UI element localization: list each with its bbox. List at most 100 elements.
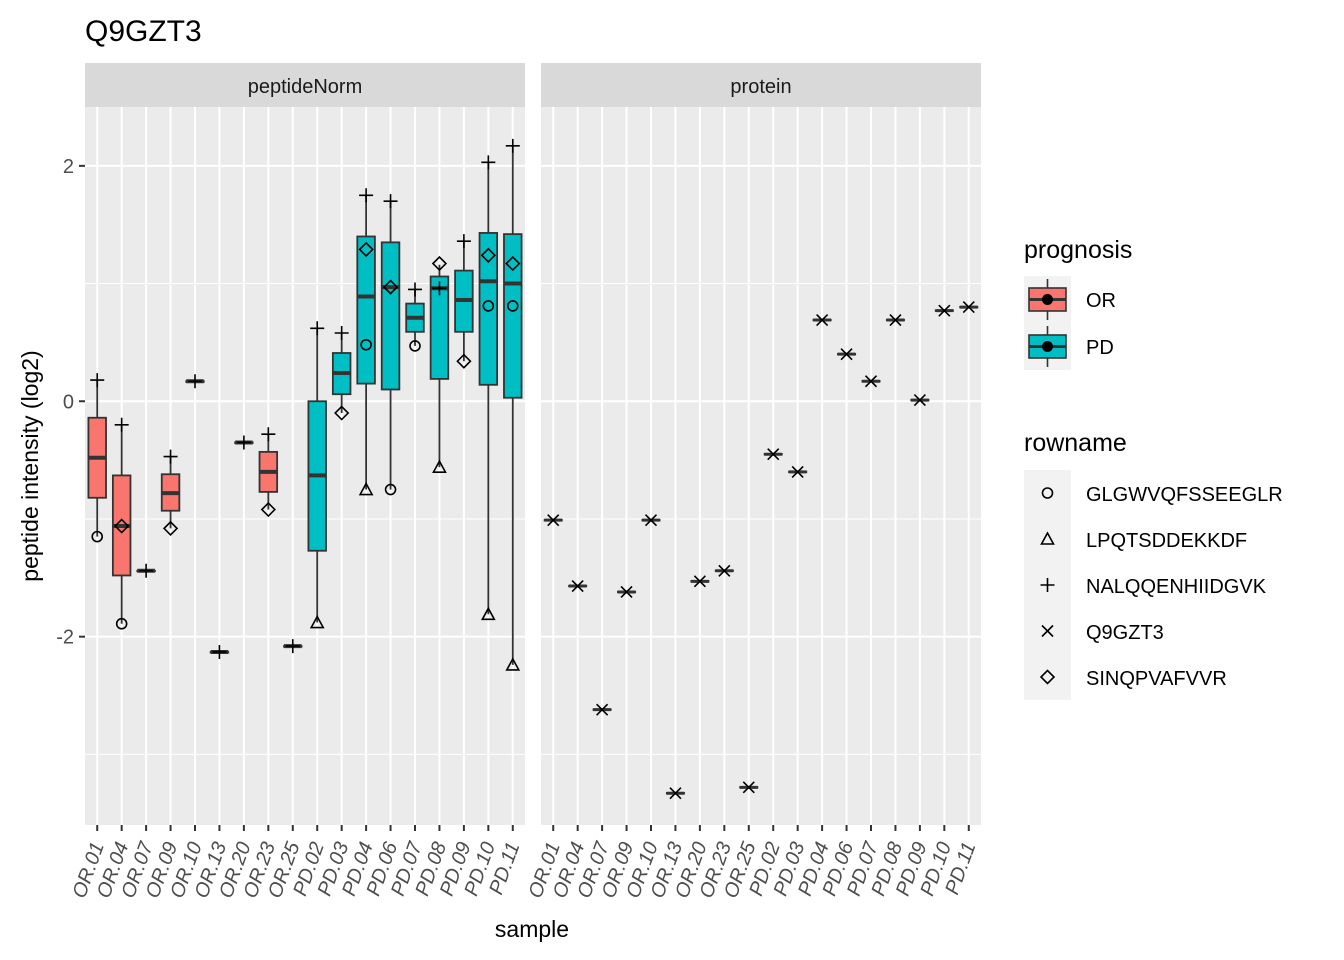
box-OR.01 [87, 380, 107, 537]
legend-rowname-title: rowname [1024, 429, 1127, 457]
data-point [212, 644, 227, 659]
data-point [505, 657, 521, 671]
facet-strip-label: protein [730, 76, 791, 98]
data-point [644, 514, 658, 527]
box-OR.09 [160, 456, 181, 529]
data-point [506, 300, 519, 312]
legend-rowname-item: SINQPVAFVVR [1039, 668, 1227, 690]
facet-strip-label: peptideNorm [248, 76, 363, 98]
data-point [261, 427, 276, 442]
data-point [840, 348, 853, 361]
data-point [90, 373, 105, 388]
data-point [285, 639, 300, 654]
data-point [620, 585, 633, 599]
data-point [358, 481, 374, 496]
data-point [767, 448, 780, 461]
chart-title: Q9GZT3 [85, 15, 202, 48]
data-point [547, 514, 560, 527]
data-point [816, 313, 829, 327]
data-point [384, 483, 397, 496]
panel-background [541, 107, 981, 825]
data-point [718, 564, 731, 577]
box-PD.07 [405, 289, 425, 346]
y-tick-label: 2 [63, 156, 74, 178]
data-point [480, 247, 496, 263]
panel-protein: proteinOR.01OR.04OR.07OR.09OR.10OR.13OR.… [524, 63, 981, 901]
data-point [596, 703, 609, 716]
data-point [431, 255, 448, 272]
legend-key-cross-icon [1041, 624, 1054, 638]
data-point [864, 375, 878, 388]
data-point [334, 325, 349, 340]
box-body [478, 232, 499, 386]
data-point [742, 781, 755, 794]
data-point [693, 575, 706, 588]
data-point [456, 234, 471, 249]
data-point [913, 394, 926, 407]
legend-prognosis-item-PD: PD [1024, 323, 1114, 370]
panel-background [85, 107, 525, 825]
data-point [456, 353, 472, 369]
legend-prognosis-item-OR: OR [1024, 276, 1116, 323]
legend-prognosis-label: PD [1086, 337, 1114, 359]
facet-strip [541, 63, 981, 107]
box-OR.04 [111, 424, 132, 624]
data-point [163, 449, 178, 464]
data-point [480, 606, 496, 621]
data-point [115, 617, 128, 630]
y-tick-label: 0 [63, 391, 74, 413]
data-point [334, 405, 350, 421]
data-point [260, 501, 276, 518]
data-point [358, 241, 374, 258]
legend-key-dot [1042, 341, 1053, 352]
data-point [309, 614, 325, 629]
box-body [380, 241, 401, 391]
box-PD.09 [454, 241, 474, 362]
data-point [571, 579, 584, 593]
data-point [114, 518, 130, 534]
x-axis-label: sample [495, 916, 569, 942]
legend-rowname-item: GLGWVQFSSEEGLR [1041, 484, 1283, 506]
data-point [310, 321, 325, 336]
box-PD.06 [380, 201, 401, 490]
data-point [383, 194, 398, 209]
data-point [409, 340, 421, 352]
legend-rowname-label: GLGWVQFSSEEGLR [1086, 484, 1283, 506]
box-body [429, 275, 450, 380]
box-body [356, 235, 376, 385]
data-point [114, 417, 129, 432]
data-point [236, 435, 251, 450]
data-point [91, 530, 104, 543]
legend-rowname-label: LPQTSDDEKKDF [1086, 530, 1247, 552]
legend-rowname-label: Q9GZT3 [1086, 622, 1164, 644]
data-point [482, 300, 495, 312]
legend-rowname-item: Q9GZT3 [1041, 622, 1164, 644]
data-point [938, 304, 951, 317]
data-point [382, 279, 399, 295]
legend-key-diamond-icon [1039, 669, 1056, 685]
legend-key-triangle-icon [1040, 531, 1055, 545]
legend-rowname-label: SINQPVAFVVR [1086, 668, 1227, 690]
data-point [188, 374, 202, 389]
data-point [408, 282, 422, 297]
box-body [503, 233, 523, 399]
legend-rowname-item: LPQTSDDEKKDF [1040, 530, 1247, 552]
facet-strip [85, 63, 525, 107]
data-point [360, 338, 372, 351]
legend-rowname: rowname GLGWVQFSSEEGLR LPQTSDDEKKDF NALQQEN… [1024, 429, 1283, 700]
y-axis-label: peptide intensity (log2) [17, 350, 43, 581]
box-PD.10 [478, 162, 499, 615]
data-point [162, 520, 179, 537]
legend-rowname-label: NALQQENHIIDGVK [1086, 576, 1267, 598]
data-point [962, 301, 975, 314]
data-point [505, 255, 521, 272]
data-point [889, 313, 902, 327]
data-point [139, 563, 154, 578]
legend-prognosis-title: prognosis [1024, 236, 1132, 264]
legend-prognosis-label: OR [1086, 290, 1116, 312]
data-point [359, 188, 374, 203]
legend-key-dot [1042, 294, 1053, 305]
data-point [669, 787, 682, 800]
data-point [791, 465, 804, 478]
